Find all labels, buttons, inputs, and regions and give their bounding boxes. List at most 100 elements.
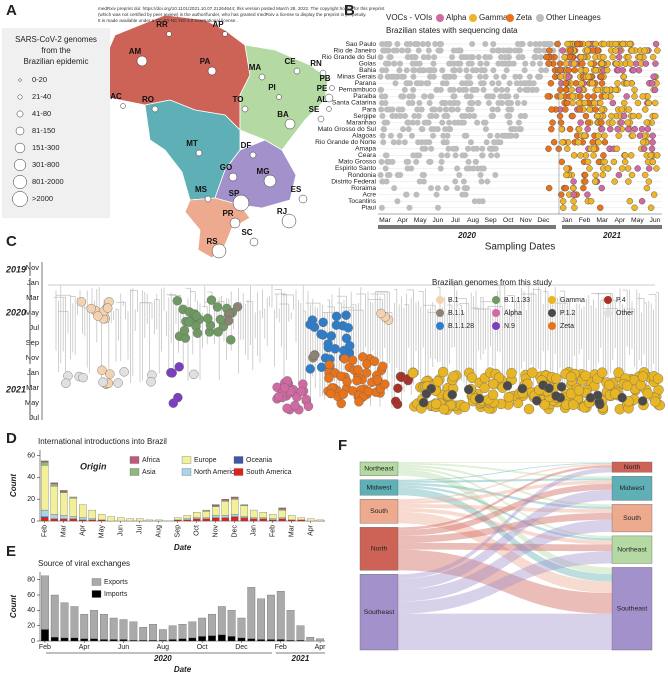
sample-dot: [439, 99, 446, 106]
x-tick-label: Feb: [39, 644, 51, 651]
legend-label: 81-150: [32, 126, 55, 135]
sample-dot: [415, 47, 422, 54]
node-label: Southeast: [364, 609, 395, 616]
sample-dot: [442, 106, 449, 113]
state-name: Santa Catarina: [332, 100, 376, 107]
legend-dot: [604, 296, 612, 304]
sample-dot: [440, 132, 447, 139]
legend-label: Zeta: [516, 13, 533, 22]
sample-dot: [424, 119, 431, 126]
sample-dot: [589, 139, 596, 146]
sample-dot: [598, 60, 606, 67]
bar: [178, 623, 187, 639]
tip: [390, 396, 401, 407]
sample-dot: [390, 139, 397, 146]
region-southeast: [214, 139, 297, 209]
sample-dot: [630, 112, 637, 120]
x-axis-label: Sampling Dates: [485, 242, 556, 253]
sample-dot: [433, 113, 440, 120]
sample-dot: [382, 152, 389, 159]
tip: [376, 308, 386, 319]
node-label: North: [624, 464, 641, 471]
state-label: DF: [241, 141, 252, 150]
sample-dot: [386, 106, 393, 113]
sample-dot: [449, 106, 456, 113]
sample-dot: [620, 73, 627, 80]
sample-dot: [585, 73, 592, 80]
sample-dot: [377, 73, 384, 80]
sample-dot: [584, 40, 592, 48]
legend-label: Alpha: [446, 13, 467, 22]
tip: [316, 362, 327, 372]
state-label: MG: [257, 167, 270, 176]
bar: [88, 518, 97, 521]
sample-dot: [456, 172, 463, 178]
x-tick-label: Oct: [197, 644, 208, 651]
sample-dot: [644, 125, 652, 133]
state-name: Alagoas: [352, 132, 377, 139]
sample-bubble: [232, 194, 250, 212]
sample-dot: [589, 80, 596, 87]
sample-dot: [484, 93, 491, 100]
bar: [278, 508, 287, 511]
sample-dot: [415, 139, 422, 146]
state-name: Bahia: [359, 67, 376, 74]
bar: [278, 518, 287, 522]
sample-dot: [609, 119, 616, 126]
sample-dot: [439, 80, 446, 87]
sample-dot: [513, 132, 520, 139]
x-tick-label: Feb: [270, 525, 277, 537]
bar: [247, 638, 256, 642]
sample-dot: [597, 204, 604, 211]
sample-dot: [445, 145, 452, 152]
sample-dot: [456, 47, 463, 54]
state-name: Acre: [362, 191, 376, 198]
legend-label: P.1.2: [560, 310, 576, 317]
y-tick-label: 60: [27, 592, 35, 599]
sample-dot: [592, 171, 599, 179]
sample-dot: [404, 119, 411, 126]
sample-dot: [477, 172, 484, 178]
sample-dot: [469, 67, 476, 74]
sample-dot: [412, 41, 419, 47]
sample-dot: [426, 99, 433, 106]
sample-dot: [650, 191, 658, 198]
sample-dot: [391, 60, 398, 67]
sample-dot: [515, 126, 522, 133]
sample-dot: [432, 41, 439, 47]
sample-dot: [416, 67, 423, 74]
sample-dot: [627, 152, 635, 159]
x-tick-label: Jun: [432, 217, 443, 224]
sample-dot: [625, 178, 632, 185]
sample-dot: [590, 93, 598, 100]
sample-dot: [454, 106, 461, 113]
sankey-flow: [398, 485, 612, 541]
sample-dot: [594, 112, 601, 120]
sample-dot: [626, 40, 634, 48]
sample-dot: [517, 113, 524, 120]
sample-bubble: [151, 105, 159, 113]
sample-dot: [533, 47, 540, 54]
sample-dot: [392, 80, 399, 87]
bar: [230, 516, 239, 522]
legend-label: >2000: [32, 194, 53, 203]
tip: [361, 368, 372, 378]
tip: [189, 369, 199, 380]
sample-dot: [489, 80, 496, 87]
sankey-flow: [398, 507, 612, 545]
sample-dot: [522, 86, 529, 93]
sample-bubble: [317, 115, 325, 123]
sample-dot: [506, 119, 513, 126]
sample-dot: [549, 119, 556, 126]
y-tick-label: May: [25, 308, 39, 317]
sample-dot: [651, 86, 659, 94]
y-tick-label: 0: [31, 518, 35, 525]
sample-dot: [625, 53, 632, 61]
sample-dot: [482, 54, 489, 61]
sample-dot: [545, 60, 552, 67]
legend-bubble: [15, 126, 25, 136]
node-label: Northeast: [364, 466, 394, 473]
tip: [363, 386, 374, 397]
sample-dot: [620, 112, 628, 120]
bar: [119, 619, 128, 640]
